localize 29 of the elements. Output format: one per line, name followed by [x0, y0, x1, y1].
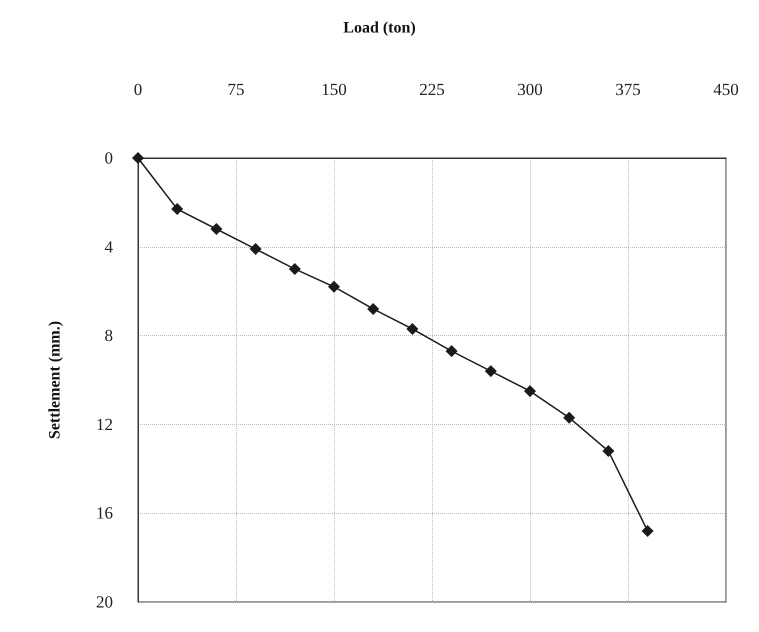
y-axis-title: Settlement (mm.)	[46, 320, 64, 440]
x-tick-label: 450	[713, 80, 739, 99]
point	[250, 243, 262, 256]
point	[171, 203, 184, 216]
point	[132, 152, 144, 164]
point	[328, 280, 340, 293]
y-tick-label: 8	[104, 326, 113, 346]
x-tick-label: 150	[321, 80, 347, 99]
x-tick-label: 375	[615, 80, 641, 99]
x-tick-label: 0	[134, 80, 142, 99]
point	[563, 412, 576, 424]
x-tick-label: 300	[517, 80, 543, 99]
point	[210, 223, 222, 236]
point	[288, 263, 301, 275]
point	[446, 345, 458, 358]
point	[602, 445, 614, 458]
point	[642, 524, 654, 537]
y-tick-label: 4	[104, 237, 114, 256]
point	[406, 322, 418, 335]
y-tick-label: 20	[96, 592, 113, 612]
point	[367, 302, 380, 315]
point	[524, 385, 536, 398]
x-tick-label: 225	[419, 80, 445, 99]
x-axis-title: Load (ton)	[343, 20, 416, 36]
y-tick-label: 0	[104, 148, 113, 168]
point	[484, 365, 497, 378]
y-tick-label: 16	[96, 504, 113, 523]
y-tick-label: 12	[96, 414, 113, 434]
x-tick-label: 75	[228, 80, 244, 99]
